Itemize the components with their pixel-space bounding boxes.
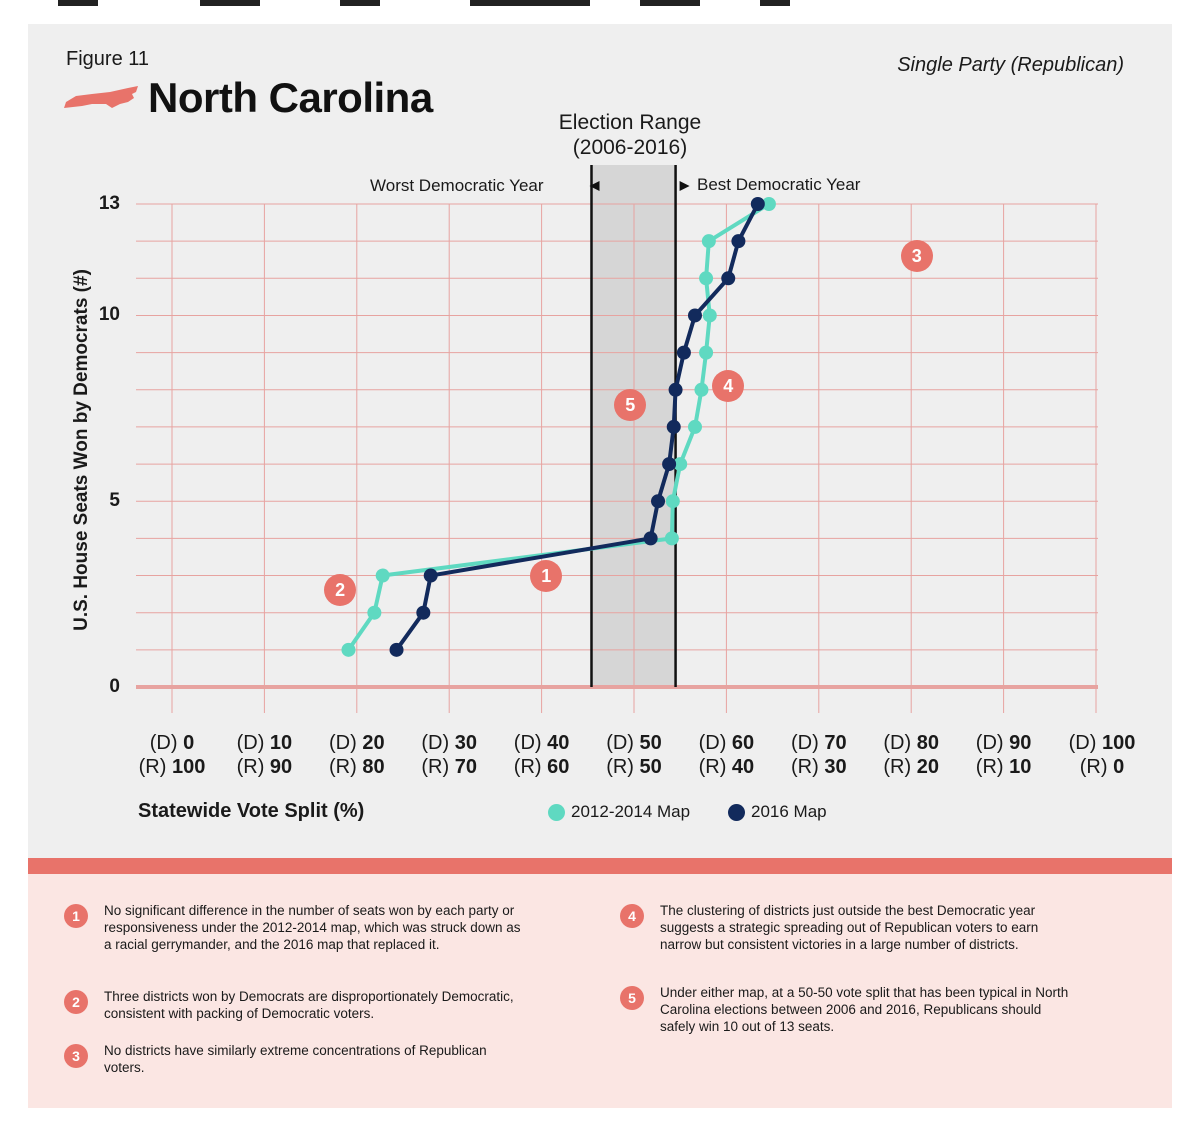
x-tick-label: (D) 70 (R) 30 bbox=[791, 732, 847, 778]
notes-panel: 1 No significant difference in the numbe… bbox=[28, 874, 1172, 1108]
note-1: 1 No significant difference in the numbe… bbox=[64, 902, 524, 953]
callout-badge-4: 4 bbox=[712, 370, 745, 403]
x-tick-label: (D) 90 (R) 10 bbox=[975, 732, 1032, 778]
legend-label-2012: 2012-2014 Map bbox=[571, 802, 691, 821]
series-2016-point bbox=[676, 345, 691, 360]
series-2016-point bbox=[721, 271, 736, 286]
election-range-line1: Election Range bbox=[558, 111, 702, 134]
note-number-badge: 5 bbox=[620, 986, 644, 1010]
worst-democratic-year-label: Worst Democratic Year bbox=[370, 176, 544, 195]
series-2012-2014-point bbox=[665, 494, 680, 509]
note-text: Three districts won by Democrats are dis… bbox=[104, 989, 514, 1021]
series-2012-2014-point bbox=[699, 271, 714, 286]
y-tick-label: 5 bbox=[109, 490, 120, 512]
series-2016-point bbox=[643, 531, 658, 546]
x-tick-label: (D) 30 (R) 70 bbox=[421, 732, 477, 778]
series-2012-2014-point bbox=[694, 382, 709, 397]
note-number-badge: 1 bbox=[64, 904, 88, 928]
series-2012-2014-point bbox=[687, 419, 702, 434]
worst-year-arrow bbox=[589, 181, 600, 191]
y-tick-label: 0 bbox=[109, 676, 120, 697]
top-strip-fragment bbox=[58, 0, 98, 6]
legend-label-2016: 2016 Map bbox=[751, 802, 827, 821]
series-2016-point bbox=[662, 457, 677, 472]
note-text: No significant difference in the number … bbox=[104, 903, 521, 952]
y-tick-label: 10 bbox=[98, 304, 120, 326]
note-number-badge: 3 bbox=[64, 1044, 88, 1068]
series-2012-2014-point bbox=[375, 568, 390, 583]
series-2016-point bbox=[389, 642, 404, 657]
series-2012-2014-point bbox=[699, 345, 714, 360]
x-axis-label: Statewide Vote Split (%) bbox=[138, 800, 365, 822]
best-year-arrow bbox=[679, 181, 690, 191]
chart-title: North Carolina bbox=[148, 74, 433, 121]
x-tick-label: (D) 40 (R) 60 bbox=[513, 732, 570, 778]
chart-plot bbox=[136, 165, 1098, 713]
note-text: Under either map, at a 50-50 vote split … bbox=[660, 985, 1069, 1034]
x-tick-label: (D) 80 (R) 20 bbox=[883, 732, 939, 778]
series-2012-2014-point bbox=[341, 642, 356, 657]
x-tick-label: (D) 60 (R) 40 bbox=[698, 732, 755, 778]
legend-item-2012: 2012-2014 Map bbox=[548, 802, 690, 822]
note-text: No districts have similarly extreme conc… bbox=[104, 1043, 487, 1075]
series-2016-point bbox=[750, 197, 765, 211]
series-2016-point bbox=[731, 234, 746, 249]
series-2012-2014-point bbox=[761, 197, 776, 211]
top-strip bbox=[0, 0, 1200, 12]
top-strip-fragment bbox=[340, 0, 380, 6]
callout-badge-2: 2 bbox=[324, 574, 357, 607]
series-2016-point bbox=[416, 605, 431, 620]
callout-badge-3: 3 bbox=[900, 240, 933, 272]
series-2012-2014-point bbox=[673, 457, 688, 472]
note-4: 4 The clustering of districts just outsi… bbox=[620, 902, 1080, 953]
election-range-title: Election Range (2006-2016) bbox=[530, 110, 730, 160]
series-2012-2014-point bbox=[702, 308, 717, 323]
legend-swatch-2016 bbox=[728, 803, 745, 821]
series-2012-2014-point bbox=[664, 531, 679, 546]
callout-badge-1: 1 bbox=[530, 559, 563, 592]
x-tick-label: (D) 50 (R) 50 bbox=[606, 732, 662, 778]
note-5: 5 Under either map, at a 50-50 vote spli… bbox=[620, 984, 1080, 1035]
series-2012-2014-point bbox=[701, 234, 716, 249]
top-strip-fragment bbox=[470, 0, 590, 6]
series-2016-point bbox=[668, 382, 683, 397]
x-tick-label: (D) 10 (R) 90 bbox=[236, 732, 293, 778]
note-3: 3 No districts have similarly extreme co… bbox=[64, 1042, 524, 1076]
x-tick-label: (D) 100 (R) 0 bbox=[1068, 732, 1136, 778]
series-2016-point bbox=[687, 308, 702, 323]
note-number-badge: 4 bbox=[620, 904, 644, 928]
top-strip-fragment bbox=[760, 0, 790, 6]
note-number-badge: 2 bbox=[64, 990, 88, 1014]
legend-item-2016: 2016 Map bbox=[728, 802, 827, 822]
top-strip-fragment bbox=[200, 0, 260, 6]
series-2016-point bbox=[651, 494, 666, 509]
figure-label: Figure 11 bbox=[66, 48, 150, 70]
note-2: 2 Three districts won by Democrats are d… bbox=[64, 988, 524, 1022]
x-tick-label: (D) 20 (R) 80 bbox=[329, 732, 385, 778]
top-strip-fragment bbox=[640, 0, 700, 6]
x-tick-label: (D) 0 (R) 100 bbox=[138, 732, 206, 778]
legend-swatch-2012 bbox=[548, 803, 565, 821]
callout-badge-5: 5 bbox=[614, 388, 647, 421]
y-tick-label: 13 bbox=[98, 193, 120, 214]
series-2016-point bbox=[666, 419, 681, 434]
notes-divider-bar bbox=[28, 858, 1172, 874]
series-2012-2014-point bbox=[367, 605, 382, 620]
series-2016-point bbox=[423, 568, 438, 583]
note-text: The clustering of districts just outside… bbox=[660, 903, 1039, 952]
north-carolina-state-icon bbox=[64, 86, 138, 108]
best-democratic-year-label: Best Democratic Year bbox=[697, 175, 861, 194]
chart-subtitle: Single Party (Republican) bbox=[897, 54, 1124, 76]
election-range-line2: (2006-2016) bbox=[572, 136, 688, 159]
